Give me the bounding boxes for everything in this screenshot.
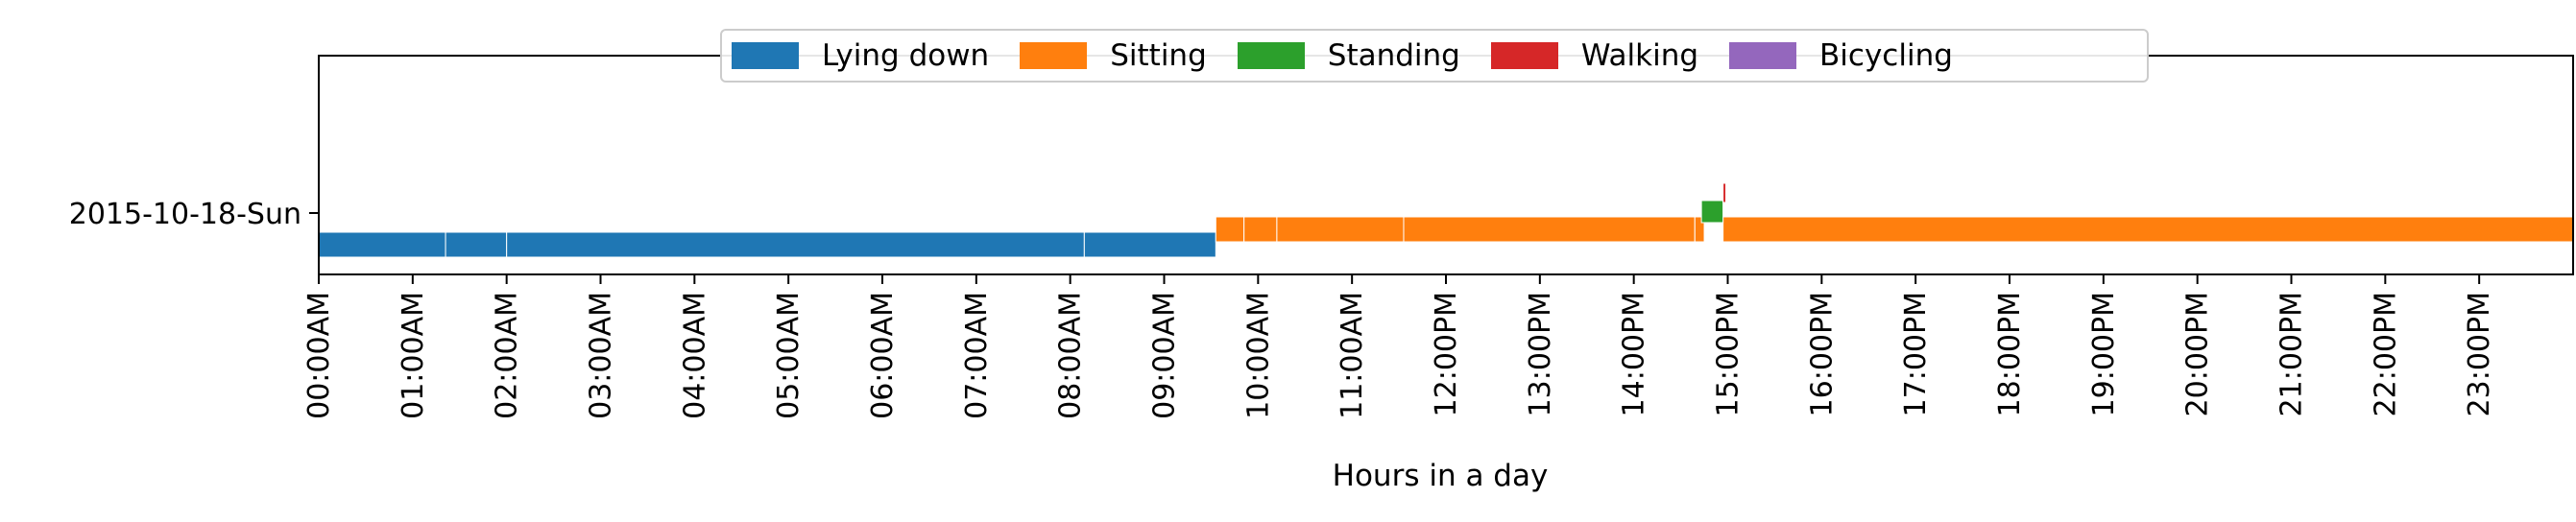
x-tick-label: 05:00AM xyxy=(772,292,806,419)
x-tick-label: 23:00PM xyxy=(2463,292,2496,416)
bar-sitting xyxy=(1722,216,2574,243)
bar-walking xyxy=(1722,182,1727,203)
axes: 2015-10-18-Sun 00:00AM 01:00AM 02:00AM 03:00… xyxy=(69,55,2574,419)
x-tick-label: 03:00AM xyxy=(585,292,618,419)
legend-item-sitting: Sitting xyxy=(1020,38,1207,73)
bar-sitting xyxy=(1243,216,1278,243)
x-axis-label: Hours in a day xyxy=(1333,459,1549,493)
bar-sitting xyxy=(1276,216,1405,243)
x-tick-label: 15:00PM xyxy=(1712,292,1745,416)
x-tick-label: 06:00AM xyxy=(866,292,900,419)
bar-lying-down xyxy=(1083,231,1216,258)
legend-item-bicycling: Bicycling xyxy=(1729,38,1953,73)
x-tick-label: 11:00AM xyxy=(1336,292,1369,419)
bar-sitting xyxy=(1694,216,1705,243)
x-tick-label: 14:00PM xyxy=(1618,292,1651,416)
x-tick-label: 04:00AM xyxy=(678,292,711,419)
x-tick-label: 01:00AM xyxy=(397,292,430,419)
x-tick-label: 20:00PM xyxy=(2181,292,2215,416)
x-tick-label: 08:00AM xyxy=(1054,292,1088,419)
x-tick-label: 19:00PM xyxy=(2087,292,2121,416)
legend-swatch-standing xyxy=(1237,42,1305,69)
y-tick-label: 2015-10-18-Sun xyxy=(69,198,301,231)
x-tick-label: 13:00PM xyxy=(1524,292,1557,416)
x-tick-label: 09:00AM xyxy=(1148,292,1182,419)
legend-swatch-sitting xyxy=(1020,42,1088,69)
bar-lying-down xyxy=(318,231,446,258)
legend-swatch-bicycling xyxy=(1729,42,1797,69)
bar-standing xyxy=(1700,200,1724,224)
legend-item-lying-down: Lying down xyxy=(732,38,989,73)
legend-item-standing: Standing xyxy=(1237,38,1460,73)
legend-label: Bicycling xyxy=(1819,38,1953,73)
activity-bars xyxy=(318,182,2574,258)
x-tick-label: 21:00PM xyxy=(2275,292,2309,416)
legend: Lying down Sitting Standing Walking Bicy… xyxy=(720,29,2149,83)
x-tick-label: 00:00AM xyxy=(302,292,336,419)
legend-item-walking: Walking xyxy=(1490,38,1699,73)
legend-label: Sitting xyxy=(1110,38,1207,73)
legend-label: Lying down xyxy=(822,38,990,73)
bar-sitting xyxy=(1403,216,1696,243)
legend-swatch-walking xyxy=(1490,42,1558,69)
legend-label: Standing xyxy=(1327,38,1460,73)
bar-sitting xyxy=(1215,216,1245,243)
x-tick-label: 10:00AM xyxy=(1241,292,1275,419)
x-tick-label: 07:00AM xyxy=(960,292,994,419)
bar-lying-down xyxy=(506,231,1085,258)
legend-label: Walking xyxy=(1580,38,1699,73)
x-tick-label: 17:00PM xyxy=(1899,292,1933,416)
x-tick-label: 18:00PM xyxy=(1993,292,2027,416)
legend-swatch-lying-down xyxy=(732,42,799,69)
x-tick-label: 12:00PM xyxy=(1430,292,1463,416)
x-tick-label: 02:00AM xyxy=(491,292,524,419)
bar-lying-down xyxy=(445,231,508,258)
x-tick-label: 22:00PM xyxy=(2369,292,2402,416)
x-tick-label: 16:00PM xyxy=(1805,292,1839,416)
